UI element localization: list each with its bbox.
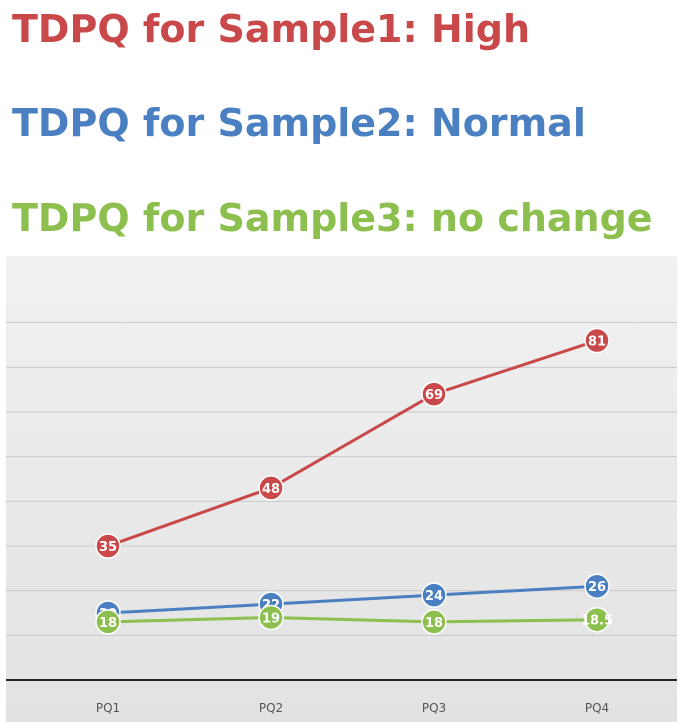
data-label: 48 <box>262 482 280 497</box>
data-point-marker <box>421 609 447 635</box>
data-label: 19 <box>262 611 280 626</box>
x-tick-label: PQ4 <box>585 701 609 715</box>
data-label: 69 <box>425 388 443 403</box>
data-point-marker <box>584 606 610 633</box>
x-tick-label: PQ2 <box>259 701 283 715</box>
plot-area: PQ1PQ2PQ3PQ4354869812022242618191818.5 <box>6 256 677 722</box>
data-label: 35 <box>99 540 117 555</box>
series-line <box>107 615 598 624</box>
data-label: 18 <box>99 616 117 631</box>
data-point-marker <box>95 533 121 559</box>
x-tick-label: PQ3 <box>422 701 446 715</box>
data-point-marker <box>584 573 610 599</box>
series-line <box>107 584 598 615</box>
chart-heading-sample2: TDPQ for Sample2: Normal <box>12 101 586 145</box>
data-point-marker <box>258 604 284 631</box>
data-label: 24 <box>425 589 443 604</box>
line-chart: PQ1PQ2PQ3PQ4354869812022242618191818.5 <box>6 322 677 715</box>
x-tick-label: PQ1 <box>96 701 120 715</box>
data-label: 18 <box>425 616 443 631</box>
chart-heading-sample1: TDPQ for Sample1: High <box>12 7 531 51</box>
data-point-marker <box>421 582 447 608</box>
data-point-marker <box>95 609 121 635</box>
data-point-marker <box>258 475 284 501</box>
data-point-marker <box>421 381 447 407</box>
data-label: 18.5 <box>581 614 613 629</box>
chart-heading-sample3: TDPQ for Sample3: no change <box>12 196 653 240</box>
data-label: 26 <box>588 580 606 595</box>
data-point-marker <box>584 327 610 354</box>
series-line <box>107 339 598 548</box>
data-label: 81 <box>588 335 606 350</box>
